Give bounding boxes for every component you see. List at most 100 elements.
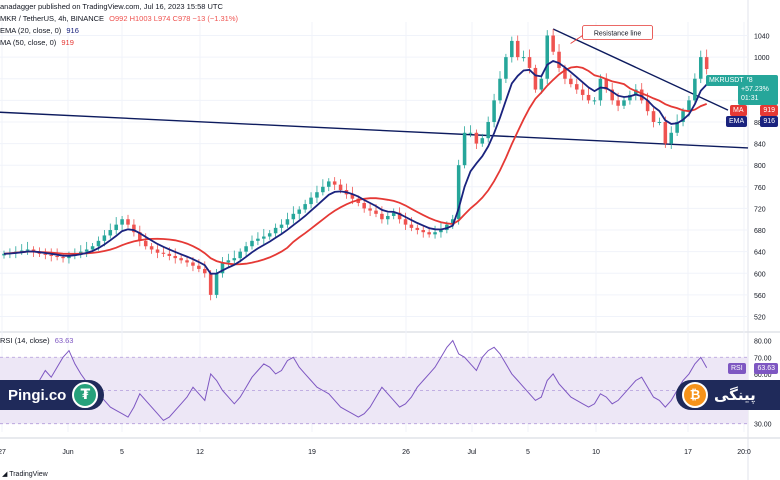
ma-value-badge: 919 xyxy=(760,105,778,116)
time-tick-label: 20:0 xyxy=(737,449,751,456)
price-tick-label: 840 xyxy=(754,142,766,149)
candle-body xyxy=(651,111,656,122)
candle-body xyxy=(386,215,390,220)
candle-body xyxy=(545,35,550,79)
ma-tag: MA xyxy=(730,105,747,116)
candle-body xyxy=(332,181,337,185)
candle-body xyxy=(421,230,426,233)
candle-body xyxy=(592,100,597,102)
candle-body xyxy=(551,35,555,52)
candle-body xyxy=(634,89,638,95)
candle-body xyxy=(675,121,679,133)
candle-body xyxy=(321,186,325,193)
annotation-text: Resistance line xyxy=(594,31,642,38)
candle-body xyxy=(208,273,213,295)
candle-body xyxy=(563,67,567,79)
ma-badge-value: 919 xyxy=(763,107,775,114)
candle-body xyxy=(185,260,189,263)
price-tick-label: 880 xyxy=(754,120,766,127)
sma-legend-value: 919 xyxy=(61,38,74,47)
candle-body xyxy=(31,249,36,252)
rsi-legend[interactable]: RSI (14, close) 63.63 xyxy=(0,336,73,345)
candle-body xyxy=(704,57,709,70)
rsi-tick-label: 80.00 xyxy=(754,339,772,346)
candle-body xyxy=(657,121,662,123)
candle-body xyxy=(149,246,154,250)
candle-body xyxy=(456,165,461,220)
candle-body xyxy=(639,89,644,101)
sma-legend[interactable]: MA (50, close, 0) 919 xyxy=(0,38,74,47)
candle-body xyxy=(521,57,526,59)
candle-body xyxy=(510,40,514,58)
candle-body xyxy=(628,94,632,101)
candle-body xyxy=(403,219,408,225)
candle-body xyxy=(238,251,242,259)
candle-body xyxy=(232,258,237,261)
ema-legend-label: EMA (20, close, 0) xyxy=(0,26,62,35)
candle-body xyxy=(427,232,431,235)
annotation-group: Resistance line xyxy=(570,25,653,44)
candle-body xyxy=(244,246,248,252)
rsi-value-badge: 63.63 xyxy=(754,363,778,374)
candle-body xyxy=(450,219,455,225)
candle-body xyxy=(155,249,160,253)
candle-body xyxy=(338,184,343,191)
candle-body xyxy=(693,78,697,101)
candle-body xyxy=(669,132,674,144)
published-text: anadagger published on TradingView.com, … xyxy=(0,2,223,11)
bitcoin-icon: ₿ xyxy=(682,382,708,408)
countdown-value: 01:31 xyxy=(741,95,759,102)
candle-body xyxy=(569,78,573,85)
candle-body xyxy=(256,238,260,241)
candle-body xyxy=(350,194,355,199)
candle-body xyxy=(533,67,538,90)
tradingview-icon: ◢ xyxy=(2,471,10,478)
ema-badge-value: 916 xyxy=(763,118,775,125)
candle-body xyxy=(515,40,520,58)
candle-body xyxy=(610,89,614,101)
rsi-legend-value: 63.63 xyxy=(54,336,74,345)
price-tick-label: 560 xyxy=(754,293,766,300)
candle-body xyxy=(698,57,703,79)
candle-body xyxy=(2,253,6,256)
candle-body xyxy=(415,227,420,231)
price-tick-label: 680 xyxy=(754,228,766,235)
price-tick-label: 1040 xyxy=(754,34,770,41)
candle-body xyxy=(391,212,396,216)
candle-body xyxy=(202,268,207,274)
candle-body xyxy=(43,253,48,255)
pingi-logo-left: Pingi.co ₮ xyxy=(0,380,104,410)
time-tick-label: 5 xyxy=(120,449,124,456)
candle-body xyxy=(474,132,479,144)
candle-body xyxy=(527,57,532,68)
candle-body xyxy=(309,197,313,205)
candle-body xyxy=(439,230,443,233)
tradingview-text: TradingView xyxy=(9,471,48,478)
candle-body xyxy=(468,132,473,134)
rsi-tick-label: 60.00 xyxy=(754,372,772,379)
symbol-text: MKR / TetherUS, 4h, BINANCE xyxy=(0,14,105,23)
sma-line xyxy=(3,65,708,266)
candle-body xyxy=(557,51,561,68)
candle-body xyxy=(167,253,172,256)
pingi-logo-right: ₿ پینگی xyxy=(676,380,780,410)
time-tick-label: 5 xyxy=(526,449,530,456)
time-tick-label: Jun xyxy=(62,449,73,456)
candle-body xyxy=(326,181,331,187)
candle-body xyxy=(504,57,508,79)
time-axis: 27 Jun 5 12 19 26 Jul 5 10 17 20:0 xyxy=(0,449,751,456)
candle-body xyxy=(622,100,626,106)
pingi-text-left: Pingi.co xyxy=(8,386,67,404)
candle-body xyxy=(138,232,142,241)
candle-body xyxy=(645,100,650,112)
candle-body xyxy=(197,265,201,269)
rsi-tag: RSI xyxy=(728,363,746,374)
candle-body xyxy=(55,255,59,258)
candle-body xyxy=(492,100,496,122)
candle-body xyxy=(598,78,603,101)
annotation-pointer xyxy=(570,35,583,44)
ema-legend[interactable]: EMA (20, close, 0) 916 xyxy=(0,26,79,35)
candle-body xyxy=(303,204,307,210)
candle-body xyxy=(90,246,95,250)
candle-body xyxy=(368,208,372,211)
